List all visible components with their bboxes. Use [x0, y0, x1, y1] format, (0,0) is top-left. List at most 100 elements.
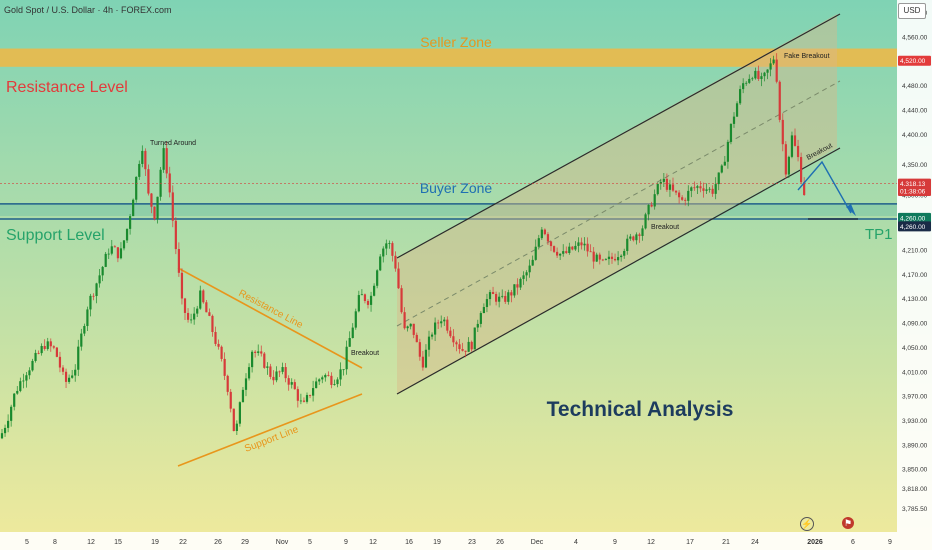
triangle-resistance-line — [177, 267, 363, 369]
time-tick-label: 9 — [613, 539, 617, 546]
candle-body — [498, 296, 501, 302]
candle-body — [284, 367, 287, 379]
candle-body — [635, 234, 638, 241]
candle-body — [690, 187, 693, 191]
candle-body — [369, 295, 373, 305]
candle-body — [55, 347, 58, 357]
price-axis[interactable] — [897, 0, 932, 532]
buyer-zone-band — [0, 203, 897, 217]
candle-body — [708, 188, 711, 190]
price-tick-label: 3,785.50 — [902, 506, 928, 513]
candle-body — [376, 270, 379, 286]
candle-body — [406, 326, 409, 329]
tp1-label: TP1 — [865, 226, 893, 243]
candle-body — [516, 284, 519, 288]
seller-zone-band — [0, 48, 897, 67]
time-tick-label: 15 — [114, 539, 122, 546]
candle-body — [61, 367, 65, 372]
candle-body — [409, 323, 412, 327]
candle-body — [693, 187, 696, 189]
price-tick-label: 4,560.00 — [902, 34, 928, 41]
candle-body — [723, 161, 726, 166]
candle-body — [525, 272, 528, 276]
candle-body — [772, 59, 775, 64]
ascending-channel-fill — [397, 14, 837, 394]
candle-body — [171, 192, 174, 221]
candle-body — [339, 369, 342, 380]
candle-body — [101, 266, 104, 276]
candle-body — [321, 377, 324, 380]
candle-body — [229, 391, 232, 409]
fake-breakout-label: Fake Breakout — [784, 53, 830, 60]
time-axis[interactable] — [0, 532, 932, 550]
candle-body — [510, 292, 513, 296]
candle-body — [122, 240, 126, 249]
us-flag-icon[interactable]: ⚑ — [842, 517, 854, 529]
seller-zone-label: Seller Zone — [420, 34, 492, 50]
candle-body — [461, 349, 464, 351]
candle-body — [43, 345, 46, 349]
candle-body — [430, 334, 434, 337]
candle-body — [800, 157, 803, 183]
candle-body — [504, 295, 507, 302]
candle-body — [601, 259, 604, 261]
candle-body — [732, 116, 736, 124]
time-tick-label: 23 — [468, 539, 476, 546]
price-tick-label: 3,850.00 — [902, 467, 928, 474]
candle-body — [766, 69, 769, 73]
candle-body — [202, 290, 205, 303]
price-tag-text: 4,318.13 — [900, 181, 926, 188]
candle-body — [354, 311, 357, 328]
candle-body — [674, 190, 678, 193]
candle-body — [193, 313, 196, 320]
candle-body — [263, 353, 266, 368]
currency-button[interactable]: USD — [898, 3, 926, 19]
candle-body — [534, 246, 537, 260]
candle-body — [330, 375, 333, 385]
candles-layer — [0, 53, 806, 440]
time-tick-label: 6 — [851, 539, 855, 546]
time-tick-label: 21 — [722, 539, 730, 546]
candle-body — [592, 251, 595, 262]
candle-body — [116, 247, 119, 259]
candle-body — [754, 70, 757, 79]
candle-body — [763, 72, 766, 77]
candle-body — [739, 89, 742, 104]
candle-body — [641, 228, 644, 236]
candle-body — [0, 433, 4, 439]
channel-lower-line — [396, 147, 841, 395]
candle-body — [501, 295, 504, 297]
price-tick-label: 4,170.00 — [902, 272, 928, 279]
candle-body — [437, 322, 440, 324]
candle-body — [549, 241, 553, 247]
candle-body — [577, 242, 580, 246]
time-tick-label: 5 — [25, 539, 29, 546]
candle-body — [379, 256, 382, 271]
candle-body — [336, 379, 339, 385]
candle-body — [607, 256, 611, 260]
candle-body — [190, 319, 193, 321]
candle-body — [278, 371, 281, 373]
candle-body — [147, 169, 150, 194]
candle-body — [135, 176, 138, 200]
candle-body — [391, 243, 394, 256]
time-tick-label: 29 — [241, 539, 249, 546]
candle-body — [357, 295, 360, 312]
candle-body — [604, 259, 607, 260]
candle-body — [589, 251, 592, 253]
time-tick-label: 26 — [214, 539, 222, 546]
candle-body — [113, 246, 116, 248]
candle-body — [650, 204, 653, 207]
lightning-icon[interactable]: ⚡ — [800, 517, 814, 531]
candle-body — [34, 352, 37, 361]
candle-body — [629, 236, 632, 239]
price-tag-seller — [898, 55, 931, 66]
candle-body — [247, 367, 251, 379]
candle-body — [302, 400, 306, 402]
candle-body — [418, 342, 421, 357]
candle-body — [565, 251, 568, 253]
candle-body — [238, 402, 241, 424]
candle-body — [205, 302, 208, 313]
candle-body — [485, 299, 489, 308]
